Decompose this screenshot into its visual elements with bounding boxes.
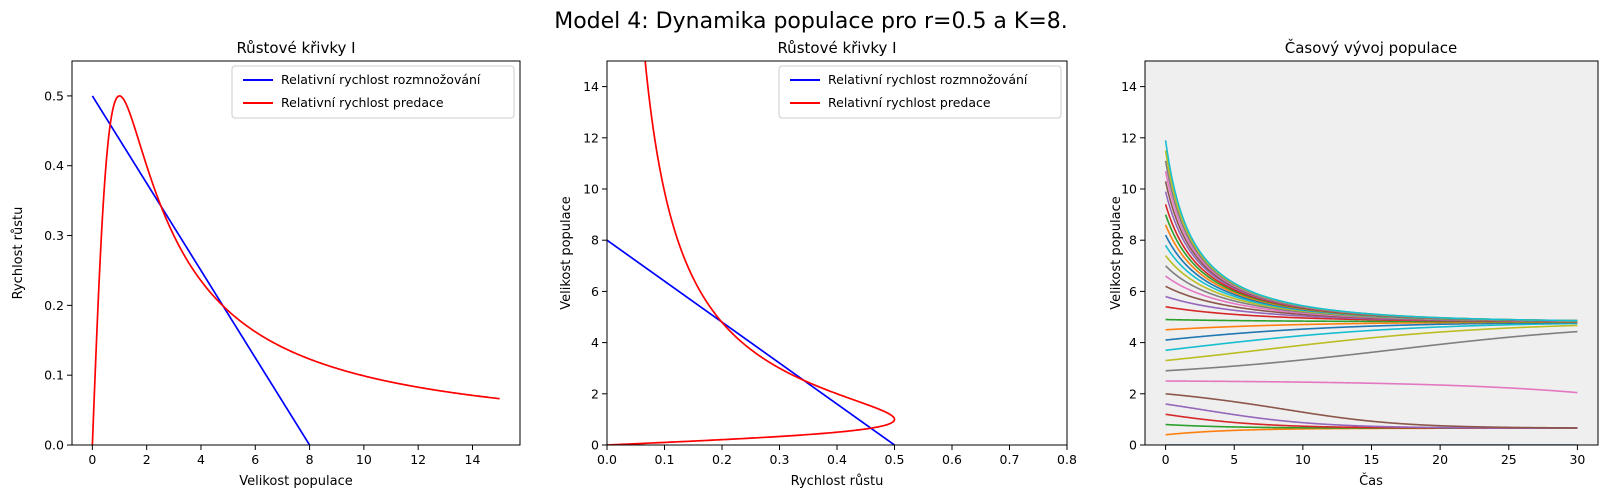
y-tick-label: 0 <box>1129 438 1137 453</box>
y-tick-label: 0.2 <box>44 298 64 313</box>
population-trajectory <box>1165 393 1578 429</box>
panel-2-ylabel: Velikost populace <box>559 196 574 310</box>
growth-rate-line <box>91 95 311 445</box>
x-tick-label: 0.8 <box>1057 452 1077 467</box>
x-tick-label: 8 <box>306 452 314 467</box>
population-trajectory <box>1165 324 1578 362</box>
panel-3-ylabel: Velikost populace <box>1109 196 1124 310</box>
panel-3-frame <box>1144 60 1599 446</box>
y-tick-label: 14 <box>583 79 599 94</box>
panel-2-legend-label-growth: Relativní rychlost rozmnožování <box>828 72 1028 87</box>
x-tick-label: 0.3 <box>770 452 790 467</box>
population-trajectory <box>1165 321 1578 341</box>
growth-rate-line <box>607 239 895 445</box>
panel-2-legend-label-predation: Relativní rychlost predace <box>828 95 991 110</box>
panel-2-xticks: 0.0 0.1 0.2 0.3 0.4 0.5 0.6 0.7 0.8 <box>597 445 1077 467</box>
x-tick-label: 0.5 <box>885 452 905 467</box>
population-trajectory <box>1164 140 1578 322</box>
predation-rate-line <box>607 61 896 445</box>
panel-1-xlabel: Velikost populace <box>239 474 353 489</box>
y-tick-label: 2 <box>591 386 599 401</box>
panel-1-xticks: 0 2 4 6 8 10 12 14 <box>88 445 480 467</box>
y-tick-label: 10 <box>1121 182 1137 197</box>
figure-suptitle: Model 4: Dynamika populace pro r=0.5 a K… <box>554 9 1068 34</box>
x-tick-label: 30 <box>1569 452 1585 467</box>
x-tick-label: 0 <box>88 452 96 467</box>
panel-1-background <box>72 61 520 445</box>
y-tick-label: 12 <box>1121 130 1137 145</box>
panel-2-xlabel: Rychlost růstu <box>791 474 884 489</box>
y-tick-label: 4 <box>1129 335 1137 350</box>
panel-2-yticks: 0 2 4 6 8 10 12 14 <box>583 79 607 453</box>
x-tick-label: 10 <box>1295 452 1311 467</box>
x-tick-label: 15 <box>1364 452 1380 467</box>
y-tick-label: 14 <box>1121 79 1137 94</box>
x-tick-label: 0.1 <box>655 452 675 467</box>
x-tick-label: 0.4 <box>827 452 847 467</box>
x-tick-label: 14 <box>465 452 481 467</box>
population-trajectory <box>1165 380 1578 394</box>
x-tick-label: 20 <box>1432 452 1448 467</box>
y-tick-label: 0.1 <box>44 368 64 383</box>
y-tick-label: 0.3 <box>44 228 64 243</box>
panel-1-title: Růstové křivky I <box>236 39 355 57</box>
x-tick-label: 6 <box>251 452 259 467</box>
y-tick-label: 2 <box>1129 386 1137 401</box>
panel-1-legend-label-growth: Relativní rychlost rozmnožování <box>281 72 481 87</box>
y-tick-label: 6 <box>591 284 599 299</box>
y-tick-label: 0.5 <box>44 88 64 103</box>
x-tick-label: 0.7 <box>1000 452 1020 467</box>
y-tick-label: 8 <box>1129 233 1137 248</box>
panel-1-lines <box>91 95 500 445</box>
panel-3-background <box>1145 61 1598 445</box>
y-tick-label: 10 <box>583 182 599 197</box>
panel-2-legend: Relativní rychlost rozmnožování Relativn… <box>778 65 1062 119</box>
x-tick-label: 0.0 <box>597 452 617 467</box>
panel-2-title: Růstové křivky I <box>777 39 896 57</box>
panel-3-title: Časový vývoj populace <box>1285 38 1458 57</box>
x-tick-label: 4 <box>197 452 205 467</box>
panel-1-legend-label-predation: Relativní rychlost predace <box>281 95 444 110</box>
panel-2-lines <box>607 61 896 445</box>
y-tick-label: 6 <box>1129 284 1137 299</box>
y-tick-label: 12 <box>583 130 599 145</box>
y-tick-label: 8 <box>591 233 599 248</box>
x-tick-label: 0 <box>1162 452 1170 467</box>
panel-3-lines <box>1164 140 1578 445</box>
predation-rate-line <box>91 95 500 445</box>
x-tick-label: 12 <box>410 452 426 467</box>
y-tick-label: 0.4 <box>44 158 64 173</box>
panel-1-frame <box>71 60 521 446</box>
x-tick-label: 10 <box>356 452 372 467</box>
y-tick-label: 0.0 <box>44 438 64 453</box>
population-trajectory <box>1165 322 1578 352</box>
panel-2-frame <box>606 60 1068 446</box>
panel-1-legend-box <box>231 65 515 119</box>
population-trajectory <box>1165 330 1578 372</box>
x-tick-label: 0.2 <box>712 452 732 467</box>
y-tick-label: 0 <box>591 438 599 453</box>
x-tick-label: 25 <box>1501 452 1517 467</box>
panel-3: 0 5 10 15 20 25 30 0 2 4 6 8 10 12 14 Časový vývoj po… <box>1109 38 1599 489</box>
panel-2-legend-box <box>778 65 1062 119</box>
panel-3-xlabel: Čas <box>1359 473 1383 489</box>
panel-2-background <box>607 61 1067 445</box>
x-tick-label: 2 <box>143 452 151 467</box>
panel-1-yticks: 0.0 0.1 0.2 0.3 0.4 0.5 <box>44 88 72 453</box>
x-tick-label: 5 <box>1230 452 1238 467</box>
panel-1-legend: Relativní rychlost rozmnožování Relativn… <box>231 65 515 119</box>
panel-1-ylabel: Rychlost růstu <box>11 207 26 300</box>
panel-3-yticks: 0 2 4 6 8 10 12 14 <box>1121 79 1145 453</box>
panel-2: 0.0 0.1 0.2 0.3 0.4 0.5 0.6 0.7 0.8 02468101214 … <box>559 39 1077 489</box>
panel-3-xticks: 0 5 10 15 20 25 30 <box>1162 445 1585 467</box>
x-tick-label: 0.6 <box>942 452 962 467</box>
y-tick-label: 4 <box>591 335 599 350</box>
panel-1: 0 2 4 6 8 10 12 14 0.0 0.1 0.2 0.3 0.4 0.5 Růstové k… <box>11 39 521 489</box>
